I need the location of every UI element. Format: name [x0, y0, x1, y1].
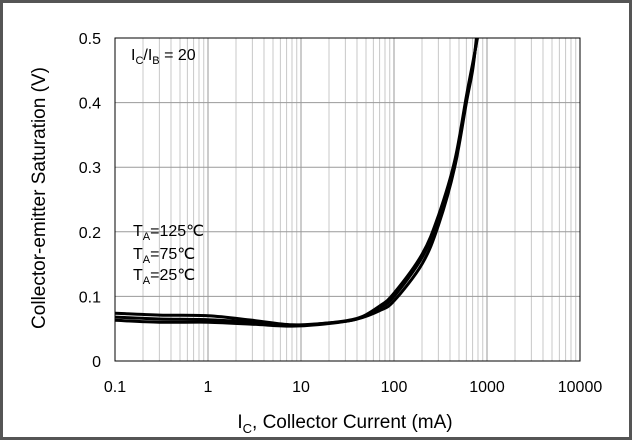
condition-label: IC/IB = 20	[131, 47, 196, 67]
x-tick-label: 1	[204, 379, 213, 396]
series-line-3	[114, 37, 478, 328]
y-tick-label: 0.3	[79, 160, 101, 177]
legend-line-75c: TA=75℃	[133, 246, 195, 266]
legend-line-25c: TA=25℃	[133, 267, 195, 287]
legend-line-125c: TA=125℃	[133, 223, 204, 243]
y-tick-label: 0	[92, 354, 101, 371]
plot-area-border	[114, 37, 581, 362]
series-group	[114, 37, 479, 328]
x-tick-label: 0.1	[104, 379, 126, 396]
grid	[114, 37, 580, 362]
y-tick-label: 0.4	[79, 96, 101, 113]
y-axis-title: Collector-emitter Saturation (V)	[29, 67, 50, 329]
x-axis-title: IC, Collector Current (mA)	[237, 412, 452, 436]
x-tick-label: 10	[292, 379, 310, 396]
x-tick-label: 100	[381, 379, 408, 396]
y-tick-label: 0.2	[79, 225, 101, 242]
x-tick-label: 1000	[469, 379, 505, 396]
x-tick-label: 10000	[558, 379, 603, 396]
chart-svg: 0.1 1 10 100 1000 10000 00.10.20.30.40.5 IC/I…	[29, 31, 602, 436]
y-tick-labels: 0 0.1 0.2 0.3 0.4 0.5	[79, 31, 101, 371]
y-tick-label: 0.5	[79, 31, 101, 48]
x-tick-labels: 0.1 1 10 100 1000 10000	[104, 379, 602, 396]
y-tick-label: 0.1	[79, 289, 101, 306]
